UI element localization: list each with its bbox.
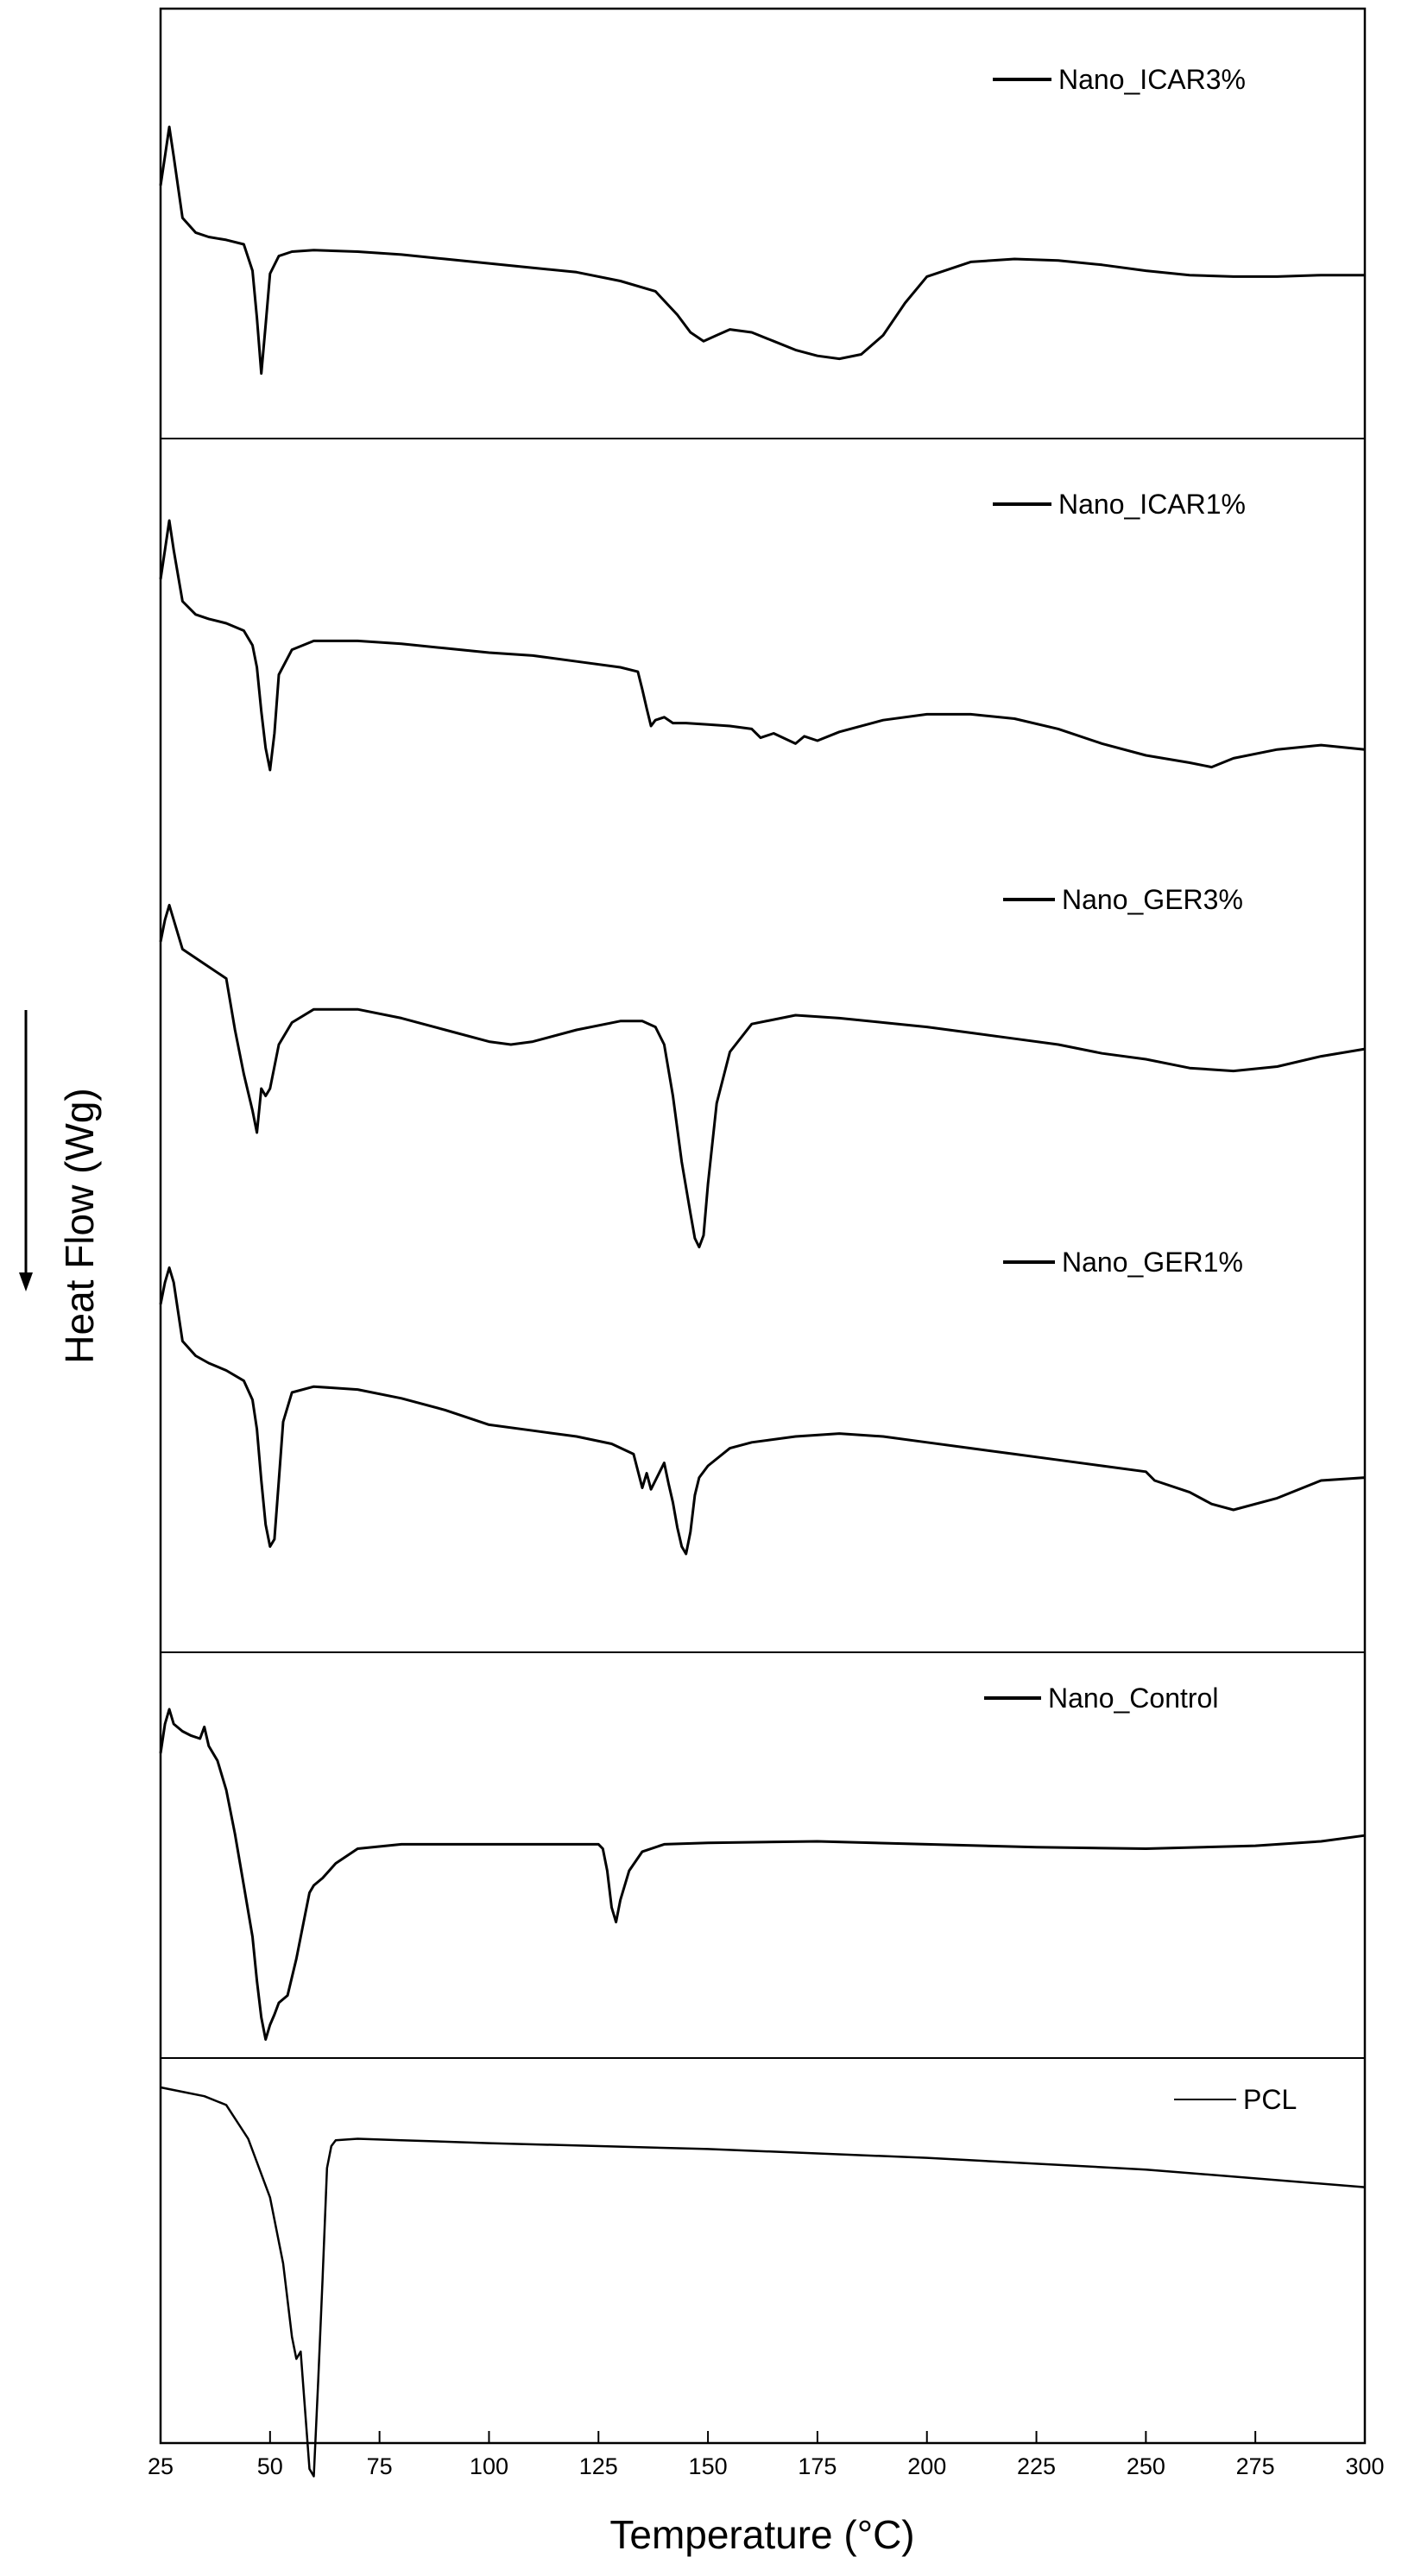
series-line-4 (159, 1266, 1366, 1556)
x-tick-label-9: 225 (1017, 2453, 1056, 2479)
y-axis: Heat Flow (Wg) (19, 1010, 102, 1364)
series-line-6 (160, 2086, 1366, 2478)
plot-frame (159, 7, 1367, 2445)
series-line-5 (159, 1708, 1366, 2041)
x-tick-label-4: 100 (470, 2453, 508, 2479)
x-tick-label-6: 150 (689, 2453, 728, 2479)
legend-label-1: Nano_ICAR3% (1058, 64, 1246, 95)
x-tick-label-7: 175 (798, 2453, 837, 2479)
y-axis-title: Heat Flow (Wg) (57, 1088, 102, 1363)
legend-label-4: Nano_GER1% (1062, 1247, 1243, 1278)
legend-label-3: Nano_GER3% (1062, 884, 1243, 915)
x-tick-label-8: 200 (907, 2453, 946, 2479)
panel-dividers (161, 438, 1365, 2059)
arrow-down-icon (19, 1272, 33, 1291)
x-tick-label-10: 250 (1127, 2453, 1165, 2479)
legend-label-5: Nano_Control (1048, 1683, 1218, 1714)
x-axis-title: Temperature (°C) (609, 2512, 914, 2557)
legend-label-6: PCL (1243, 2084, 1297, 2115)
legend-label-2: Nano_ICAR1% (1058, 489, 1246, 520)
x-tick-label-3: 75 (367, 2453, 393, 2479)
series-line-1 (159, 125, 1365, 376)
x-tick-label-1: 25 (148, 2453, 174, 2479)
x-axis: 25 50 75 100 125 150 175 200 225 250 275 300 (148, 2431, 1385, 2479)
legend-layer: Nano_ICAR3% Nano_ICAR1% Nano_GER3% Nano_GER… (984, 64, 1297, 2115)
x-tick-label-11: 275 (1236, 2453, 1275, 2479)
x-tick-label-12: 300 (1345, 2453, 1384, 2479)
series-line-3 (159, 904, 1366, 1249)
series-layer (159, 125, 1366, 2478)
x-tick-label-2: 50 (257, 2453, 283, 2479)
series-line-2 (159, 519, 1366, 772)
x-tick-label-5: 125 (579, 2453, 618, 2479)
